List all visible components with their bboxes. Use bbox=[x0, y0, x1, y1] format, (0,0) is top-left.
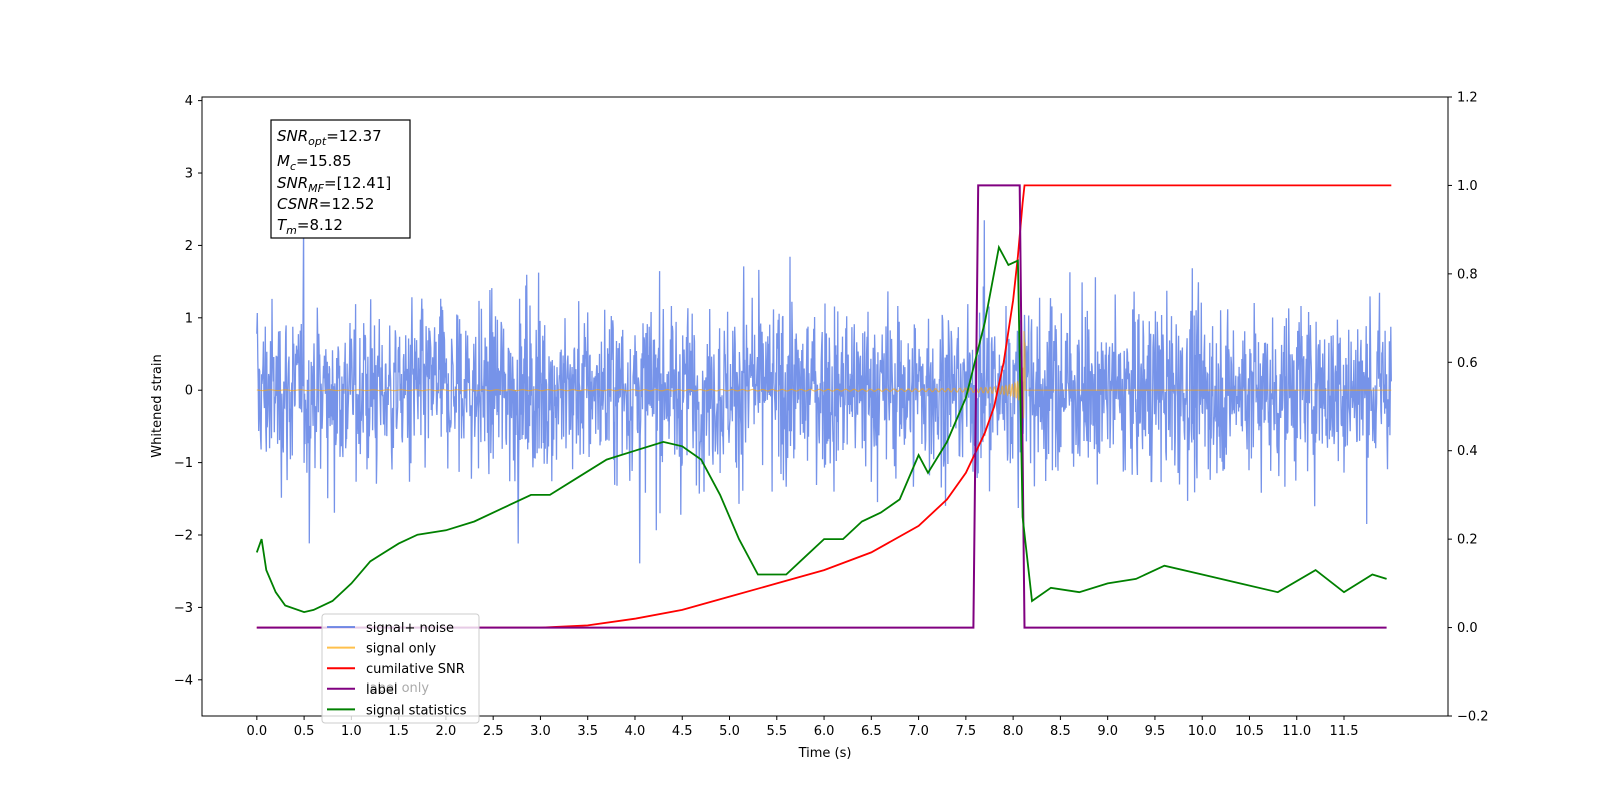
x-tick-label: 4.5 bbox=[672, 724, 693, 739]
legend-label: signal+ noise bbox=[366, 621, 454, 636]
x-tick-label: 2.5 bbox=[483, 724, 504, 739]
x-tick-label: 2.0 bbox=[436, 724, 457, 739]
x-tick-label: 0.5 bbox=[294, 724, 315, 739]
stat-snr-opt: SNRopt=12.37 bbox=[277, 127, 382, 148]
series-signal-noise bbox=[256, 220, 1392, 564]
series-signal-statistics bbox=[255, 244, 1387, 614]
y2-tick-label: −0.2 bbox=[1457, 710, 1489, 725]
x-tick-label: 11.5 bbox=[1330, 724, 1359, 739]
series-signal-only bbox=[256, 331, 1392, 419]
x-tick-label: 10.5 bbox=[1235, 724, 1264, 739]
x-tick-label: 11.0 bbox=[1282, 724, 1311, 739]
y-tick-label: −3 bbox=[174, 601, 193, 616]
x-tick-label: 3.0 bbox=[530, 724, 551, 739]
y-tick-label: 0 bbox=[185, 384, 193, 399]
stat-snr-mf: SNRMF=[12.41] bbox=[277, 174, 391, 195]
y2-tick-label: 1.2 bbox=[1457, 91, 1478, 106]
x-tick-label: 9.5 bbox=[1145, 724, 1166, 739]
y-tick-label: 3 bbox=[185, 167, 193, 182]
x-axis: 0.0 0.5 1.0 1.5 2.0 2.5 3.0 3.5 4.0 4.5 5.0 5.5 6.0 6… bbox=[246, 716, 1358, 739]
x-tick-label: 1.5 bbox=[388, 724, 409, 739]
x-tick-label: 9.0 bbox=[1097, 724, 1118, 739]
y-axis-left: 4 3 2 1 0 −1 −2 −3 −4 bbox=[174, 94, 202, 688]
x-tick-label: 6.5 bbox=[861, 724, 882, 739]
x-tick-label: 8.0 bbox=[1003, 724, 1024, 739]
legend: label only signal+ noise signal only cumil… bbox=[321, 613, 480, 724]
legend-label: signal only bbox=[366, 642, 436, 657]
legend-label: signal statistics bbox=[366, 703, 467, 718]
y-tick-label: −4 bbox=[174, 673, 193, 688]
y-axis-right: 1.2 1.0 0.8 0.6 0.4 0.2 0.0 −0.2 bbox=[1448, 91, 1489, 725]
stat-mc: Mc=15.85 bbox=[277, 152, 352, 173]
x-tick-label: 10.0 bbox=[1188, 724, 1217, 739]
y2-tick-label: 0.2 bbox=[1457, 533, 1478, 548]
stat-tm: Tm=8.12 bbox=[277, 216, 343, 237]
legend-hidden-label: label only bbox=[366, 681, 429, 696]
y2-tick-label: 0.0 bbox=[1457, 621, 1478, 636]
x-tick-label: 6.0 bbox=[814, 724, 835, 739]
y2-tick-label: 0.6 bbox=[1457, 356, 1478, 371]
x-tick-label: 0.0 bbox=[246, 724, 267, 739]
stats-box: SNRopt=12.37 Mc=15.85 SNRMF=[12.41] CSNR… bbox=[270, 119, 411, 239]
axes-frame bbox=[201, 96, 1449, 717]
y2-tick-label: 1.0 bbox=[1457, 179, 1478, 194]
plot-area bbox=[255, 184, 1392, 629]
y-tick-label: −2 bbox=[174, 529, 193, 544]
y-axis-label: Whitened strain bbox=[150, 354, 165, 457]
x-tick-label: 7.5 bbox=[956, 724, 977, 739]
legend-label: label bbox=[366, 683, 397, 698]
legend-label: cumilative SNR bbox=[366, 662, 465, 677]
y-tick-label: 4 bbox=[185, 94, 193, 109]
x-tick-label: 8.5 bbox=[1050, 724, 1071, 739]
y-tick-label: 2 bbox=[185, 239, 193, 254]
y2-tick-label: 0.4 bbox=[1457, 444, 1478, 459]
x-axis-label: Time (s) bbox=[798, 746, 852, 761]
y2-tick-label: 0.8 bbox=[1457, 267, 1478, 282]
series-label bbox=[256, 184, 1387, 629]
x-tick-label: 7.0 bbox=[908, 724, 929, 739]
x-tick-label: 3.5 bbox=[577, 724, 598, 739]
x-tick-label: 5.5 bbox=[766, 724, 787, 739]
y-tick-label: 1 bbox=[185, 311, 193, 326]
x-tick-label: 1.0 bbox=[341, 724, 362, 739]
stat-csnr: CSNR=12.52 bbox=[277, 195, 374, 213]
x-tick-label: 5.0 bbox=[719, 724, 740, 739]
x-tick-label: 4.0 bbox=[625, 724, 646, 739]
y-tick-label: −1 bbox=[174, 456, 193, 471]
